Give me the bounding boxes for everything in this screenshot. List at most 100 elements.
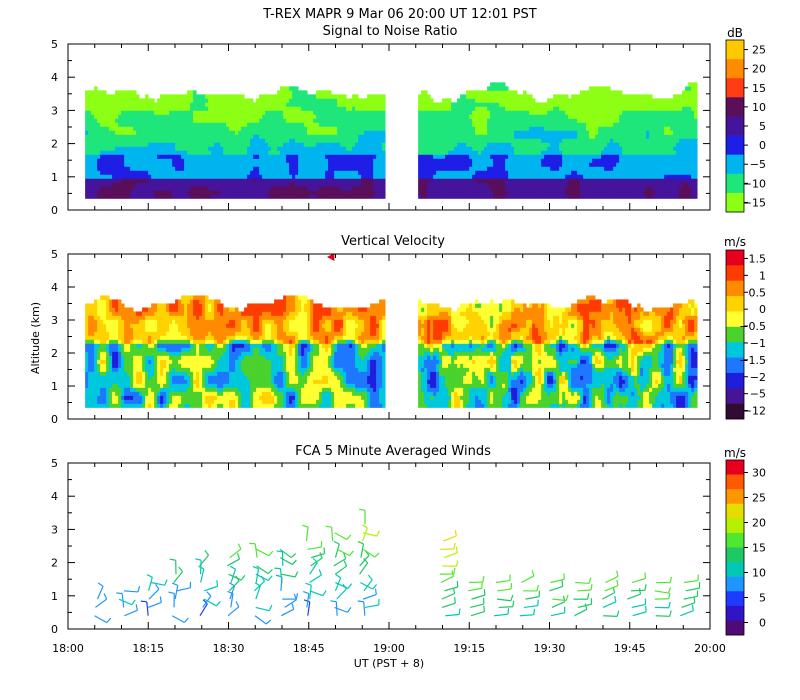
heatmap-cell	[127, 142, 131, 147]
heatmap-cell	[547, 102, 551, 107]
heatmap-cell	[91, 170, 95, 175]
heatmap-cell	[295, 154, 299, 159]
heatmap-cell	[604, 138, 608, 143]
heatmap-cell	[622, 186, 626, 191]
heatmap-cell	[124, 158, 128, 163]
heatmap-cell	[370, 174, 374, 179]
heatmap-cell	[355, 142, 359, 147]
heatmap-cell	[532, 122, 536, 127]
heatmap-cell	[535, 186, 539, 191]
heatmap-cell	[532, 170, 536, 175]
heatmap-cell	[505, 162, 509, 167]
heatmap-cell	[601, 170, 605, 175]
heatmap-cell	[343, 182, 347, 187]
heatmap-cell	[304, 98, 308, 103]
heatmap-cell	[454, 102, 458, 107]
heatmap-cell	[172, 98, 176, 103]
heatmap-cell	[454, 138, 458, 143]
heatmap-cell	[316, 98, 320, 103]
heatmap-cell	[145, 190, 149, 195]
heatmap-cell	[322, 134, 326, 139]
heatmap-cell	[652, 114, 656, 119]
heatmap-cell	[268, 174, 272, 179]
heatmap-cell	[118, 114, 122, 119]
heatmap-cell	[304, 118, 308, 123]
heatmap-cell	[211, 170, 215, 175]
heatmap-cell	[445, 106, 449, 111]
heatmap-cell	[448, 110, 452, 115]
heatmap-cell	[664, 190, 668, 195]
heatmap-cell	[349, 102, 353, 107]
heatmap-cell	[634, 182, 638, 187]
heatmap-cell	[457, 158, 461, 163]
heatmap-cell	[343, 146, 347, 151]
heatmap-cell	[118, 90, 122, 95]
heatmap-cell	[184, 114, 188, 119]
heatmap-cell	[508, 118, 512, 123]
heatmap-cell	[523, 118, 527, 123]
heatmap-cell	[487, 134, 491, 139]
heatmap-cell	[520, 106, 524, 111]
heatmap-cell	[475, 150, 479, 155]
heatmap-cell	[559, 158, 563, 163]
heatmap-cell	[508, 94, 512, 99]
heatmap-cell	[124, 98, 128, 103]
heatmap-cell	[559, 130, 563, 135]
heatmap-cell	[376, 194, 380, 199]
heatmap-cell	[667, 174, 671, 179]
heatmap-cell	[565, 102, 569, 107]
heatmap-cell	[97, 174, 101, 179]
heatmap-cell	[610, 162, 614, 167]
heatmap-cell	[160, 102, 164, 107]
heatmap-cell	[364, 154, 368, 159]
heatmap-cell	[205, 162, 209, 167]
heatmap-cell	[328, 194, 332, 199]
heatmap-cell	[457, 190, 461, 195]
heatmap-cell	[676, 178, 680, 183]
heatmap-cell	[205, 138, 209, 143]
heatmap-cell	[490, 130, 494, 135]
heatmap-cell	[475, 154, 479, 159]
heatmap-cell	[127, 166, 131, 171]
heatmap-cell	[343, 118, 347, 123]
heatmap-cell	[109, 142, 113, 147]
heatmap-cell	[358, 182, 362, 187]
heatmap-cell	[685, 98, 689, 103]
heatmap-cell	[667, 154, 671, 159]
heatmap-cell	[373, 106, 377, 111]
heatmap-cell	[610, 130, 614, 135]
heatmap-cell	[247, 114, 251, 119]
heatmap-cell	[604, 90, 608, 95]
heatmap-cell	[343, 110, 347, 115]
heatmap-cell	[583, 102, 587, 107]
heatmap-cell	[205, 102, 209, 107]
heatmap-cell	[202, 174, 206, 179]
heatmap-cell	[448, 98, 452, 103]
heatmap-cell	[574, 174, 578, 179]
heatmap-cell	[487, 182, 491, 187]
heatmap-cell	[202, 106, 206, 111]
heatmap-cell	[616, 178, 620, 183]
heatmap-cell	[553, 158, 557, 163]
heatmap-cell	[688, 182, 692, 187]
heatmap-cell	[544, 154, 548, 159]
heatmap-cell	[127, 150, 131, 155]
heatmap-cell	[322, 114, 326, 119]
heatmap-cell	[514, 106, 518, 111]
heatmap-cell	[424, 162, 428, 167]
heatmap-cell	[121, 106, 125, 111]
heatmap-cell	[526, 134, 530, 139]
heatmap-cell	[289, 154, 293, 159]
heatmap-cell	[310, 194, 314, 199]
heatmap-cell	[223, 94, 227, 99]
heatmap-cell	[556, 182, 560, 187]
heatmap-cell	[613, 142, 617, 147]
heatmap-cell	[283, 194, 287, 199]
heatmap-cell	[418, 174, 422, 179]
heatmap-cell	[277, 94, 281, 99]
heatmap-cell	[550, 158, 554, 163]
heatmap-cell	[205, 142, 209, 147]
heatmap-cell	[373, 114, 377, 119]
heatmap-cell	[523, 170, 527, 175]
heatmap-cell	[142, 158, 146, 163]
